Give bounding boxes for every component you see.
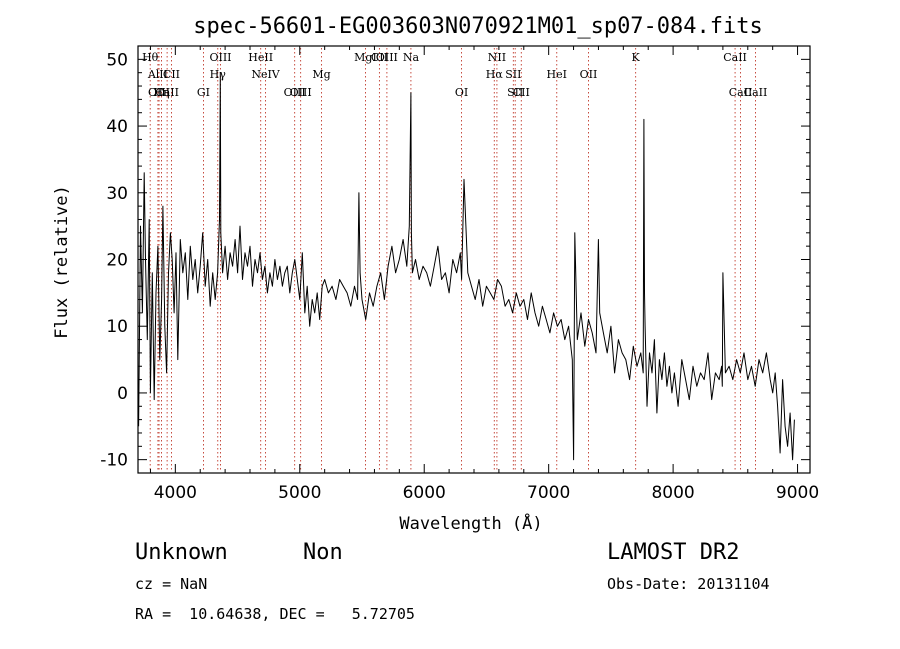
line-label: HeII <box>248 51 273 64</box>
chart-title: spec-56601-EG003603N070921M01_sp07-084.f… <box>193 14 763 39</box>
y-axis-ticks: -10 0 10 20 30 40 50 <box>100 50 810 471</box>
emission-line-labels: HθAlIIOIIIHηCaIICIIGIOIIIHγHeIINeIVOIIIO… <box>142 51 767 99</box>
x-tick-label: 9000 <box>776 483 819 503</box>
line-label: CII <box>513 86 530 99</box>
x-axis-ticks: 4000 5000 6000 7000 8000 9000 <box>149 46 819 503</box>
line-label: CII <box>163 68 180 81</box>
line-label: Mg <box>312 68 330 81</box>
flux-line <box>138 72 795 461</box>
line-label: Hθ <box>142 51 159 64</box>
survey-label: LAMOST DR2 <box>607 540 739 565</box>
line-label: CaII <box>744 86 768 99</box>
subclass-label: Non <box>303 540 343 565</box>
x-tick-label: 4000 <box>154 483 197 503</box>
y-tick-label: -10 <box>100 451 128 471</box>
coordinates-text: RA = 10.64638, DEC = 5.72705 <box>135 605 415 623</box>
y-tick-label: 40 <box>106 117 128 137</box>
line-label: CaII <box>723 51 747 64</box>
line-label: OIII <box>209 51 231 64</box>
y-tick-label: 10 <box>106 317 128 337</box>
line-label: AlII <box>147 68 168 81</box>
line-label: CII <box>371 51 388 64</box>
line-label: SII <box>505 68 521 81</box>
redshift-text: cz = NaN <box>135 575 207 593</box>
line-label: Hα <box>486 68 504 81</box>
line-label: Hγ <box>210 68 227 81</box>
y-axis-label: Flux (relative) <box>52 185 72 339</box>
line-label: CaII <box>729 86 753 99</box>
line-label: MgI <box>354 51 377 64</box>
y-tick-label: 50 <box>106 50 128 70</box>
class-label: Unknown <box>135 540 228 565</box>
x-axis-label: Wavelength (Å) <box>399 512 542 534</box>
line-label: OIII <box>284 86 306 99</box>
line-label: NeIV <box>251 68 280 81</box>
line-label: OI <box>455 86 468 99</box>
line-label: HeI <box>547 68 567 81</box>
y-tick-label: 20 <box>106 251 128 271</box>
line-label: OIII <box>148 86 170 99</box>
line-label: GI <box>197 86 210 99</box>
line-label: Hη <box>153 86 169 99</box>
plot-frame <box>137 45 811 474</box>
y-tick-label: 30 <box>106 184 128 204</box>
line-label: OII <box>580 68 598 81</box>
line-label: SII <box>507 86 523 99</box>
x-tick-label: 7000 <box>527 483 570 503</box>
line-label: Na <box>403 51 420 64</box>
x-tick-label: 6000 <box>403 483 446 503</box>
obs-date-text: Obs-Date: 20131104 <box>607 575 770 593</box>
emission-line-markers <box>149 48 756 472</box>
line-label: OIII <box>290 86 312 99</box>
line-label: K <box>632 51 641 64</box>
line-label: CaII <box>155 86 179 99</box>
line-label: NII <box>488 51 506 64</box>
line-label: OIII <box>376 51 398 64</box>
flux-series <box>138 72 795 461</box>
x-tick-label: 8000 <box>651 483 694 503</box>
y-tick-label: 0 <box>117 384 128 404</box>
x-tick-label: 5000 <box>278 483 321 503</box>
